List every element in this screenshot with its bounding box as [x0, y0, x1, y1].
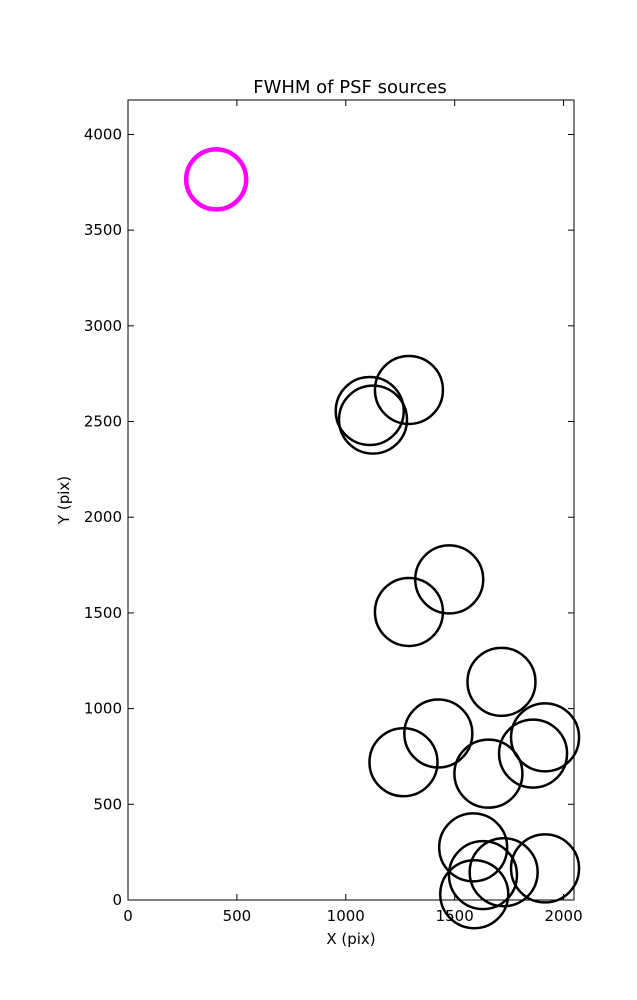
y-tick-label: 500 — [93, 795, 122, 813]
source-marker — [368, 726, 439, 798]
y-tick-label: 3000 — [84, 317, 122, 335]
source-marker — [439, 859, 510, 930]
x-tick-label: 1000 — [327, 907, 365, 925]
source-marker — [468, 836, 539, 908]
source-marker — [413, 544, 485, 615]
x-tick-label: 0 — [123, 907, 133, 925]
x-tick-label: 1500 — [436, 907, 474, 925]
source-marker — [497, 718, 569, 789]
chart-title: FWHM of PSF sources — [253, 77, 447, 98]
y-tick-label: 1500 — [84, 604, 122, 622]
x-tick-label: 2000 — [544, 907, 582, 925]
x-tick-label: 500 — [223, 907, 252, 925]
source-marker — [466, 646, 537, 718]
y-tick-label: 4000 — [84, 125, 122, 143]
source-marker — [509, 833, 581, 904]
y-tick-label: 2500 — [84, 413, 122, 431]
x-axis-label: X (pix) — [326, 930, 375, 948]
ticks-layer: 0 500 1000 1500 2000 0 500 1000 1500 2000 2500 3000… — [84, 100, 583, 925]
source-marker — [183, 147, 249, 212]
y-tick-label: 3500 — [84, 221, 122, 239]
source-marker — [334, 375, 405, 447]
source-marker — [373, 354, 445, 426]
source-marker — [373, 576, 445, 648]
y-axis-label: Y (pix) — [55, 476, 73, 525]
y-tick-label: 2000 — [84, 508, 122, 526]
plot-frame — [127, 99, 575, 901]
source-marker — [453, 738, 524, 809]
y-tick-label: 1000 — [84, 700, 122, 718]
source-marker — [447, 839, 519, 911]
source-marker — [437, 812, 509, 883]
source-marker — [509, 702, 581, 773]
y-tick-label: 0 — [112, 891, 122, 909]
markers-layer — [183, 147, 581, 930]
source-marker — [337, 384, 409, 455]
